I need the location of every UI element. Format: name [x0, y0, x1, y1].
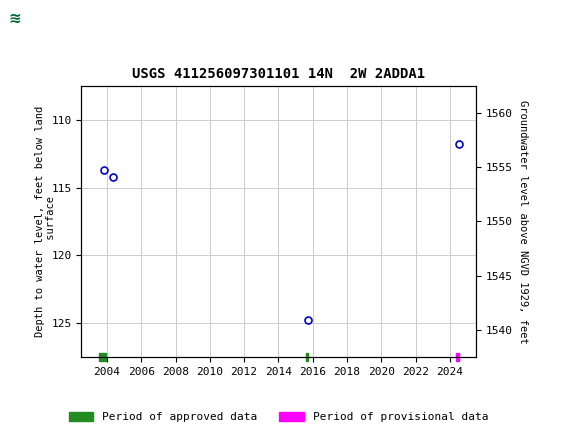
Bar	[306, 353, 309, 361]
Text: USGS: USGS	[32, 12, 74, 25]
Y-axis label: Depth to water level, feet below land
 surface: Depth to water level, feet below land su…	[35, 106, 56, 337]
Title: USGS 411256097301101 14N  2W 2ADDA1: USGS 411256097301101 14N 2W 2ADDA1	[132, 67, 425, 81]
FancyBboxPatch shape	[6, 3, 81, 36]
Legend: Period of approved data, Period of provisional data: Period of approved data, Period of provi…	[68, 412, 488, 422]
Y-axis label: Groundwater level above NGVD 1929, feet: Groundwater level above NGVD 1929, feet	[518, 100, 528, 343]
Text: ≋: ≋	[9, 11, 21, 26]
Bar	[99, 353, 106, 361]
Bar	[456, 353, 459, 361]
